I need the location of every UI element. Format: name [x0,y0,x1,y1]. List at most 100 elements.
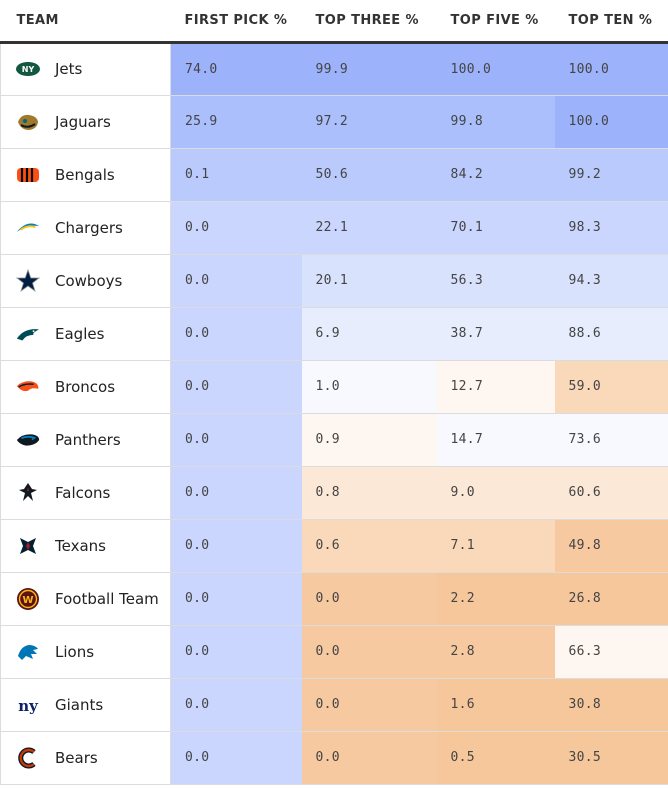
team-cell: Broncos [0,360,171,413]
table-row: Eagles 0.0 6.9 38.7 88.6 [0,307,668,360]
giants-logo-icon: ny [15,694,41,716]
football-team-logo-icon: W [15,587,41,610]
table-row: ny Giants 0.0 0.0 1.6 30.8 [0,678,668,731]
cell-top-three: 97.2 [301,95,437,148]
team-name-texans: Texans [55,536,106,555]
cell-top-five: 38.7 [436,307,555,360]
cell-top-ten: 30.5 [554,731,668,784]
cell-top-five: 84.2 [436,148,555,201]
cell-first-pick: 25.9 [170,95,302,148]
team-name-panthers: Panthers [55,430,121,449]
cell-first-pick: 0.0 [170,201,302,254]
cell-top-ten: 98.3 [554,201,668,254]
cell-first-pick: 0.1 [170,148,302,201]
team-name-football-team: Football Team [55,589,159,608]
cell-top-five: 7.1 [436,519,555,572]
column-header-first-pick[interactable]: FIRST PICK % [170,0,302,44]
cell-top-ten: 30.8 [554,678,668,731]
cell-first-pick: 0.0 [170,254,302,307]
lions-logo-icon [15,641,41,663]
cell-top-three: 0.0 [301,731,437,784]
team-name-broncos: Broncos [55,377,116,396]
cell-top-ten: 99.2 [554,148,668,201]
cell-top-ten: 88.6 [554,307,668,360]
column-header-team[interactable]: TEAM [0,0,171,44]
team-name-lions: Lions [55,642,95,661]
team-name-giants: Giants [55,695,104,714]
cell-top-ten: 100.0 [554,95,668,148]
table-row: Jaguars 25.9 97.2 99.8 100.0 [0,95,668,148]
cell-top-three: 1.0 [301,360,437,413]
column-header-top-ten[interactable]: TOP TEN % [554,0,668,44]
jets-logo-icon: NY [15,58,41,80]
team-cell: Chargers [0,201,171,254]
column-header-top-three[interactable]: TOP THREE % [301,0,437,44]
team-name-jaguars: Jaguars [55,112,111,131]
team-name-chargers: Chargers [55,218,123,237]
cell-first-pick: 0.0 [170,625,302,678]
cell-top-five: 14.7 [436,413,555,466]
table-row: Lions 0.0 0.0 2.8 66.3 [0,625,668,678]
cell-first-pick: 0.0 [170,466,302,519]
cell-top-five: 0.5 [436,731,555,784]
cell-top-ten: 60.6 [554,466,668,519]
cell-top-three: 0.9 [301,413,437,466]
team-name-cowboys: Cowboys [55,271,123,290]
jaguars-logo-icon [15,111,41,133]
team-cell: NY Jets [0,42,171,95]
team-name-falcons: Falcons [55,483,111,502]
table-row: Chargers 0.0 22.1 70.1 98.3 [0,201,668,254]
team-cell: ny Giants [0,678,171,731]
bengals-logo-icon [15,164,41,186]
cell-first-pick: 0.0 [170,519,302,572]
chargers-logo-icon [15,217,41,239]
cell-top-five: 9.0 [436,466,555,519]
cell-top-three: 0.0 [301,678,437,731]
cell-top-ten: 94.3 [554,254,668,307]
cell-top-ten: 49.8 [554,519,668,572]
texans-logo-icon [15,535,41,557]
falcons-logo-icon [15,482,41,504]
cell-top-three: 22.1 [301,201,437,254]
cell-top-five: 56.3 [436,254,555,307]
team-cell: Eagles [0,307,171,360]
team-cell: W Football Team [0,572,171,625]
table-row: W Football Team 0.0 0.0 2.2 26.8 [0,572,668,625]
team-cell: Lions [0,625,171,678]
table-row: Falcons 0.0 0.8 9.0 60.6 [0,466,668,519]
table-row: NY Jets 74.0 99.9 100.0 100.0 [0,42,668,95]
cell-top-ten: 26.8 [554,572,668,625]
team-name-eagles: Eagles [55,324,105,343]
team-cell: Bears [0,731,171,784]
cell-first-pick: 0.0 [170,307,302,360]
svg-text:NY: NY [22,65,35,74]
table-row: Cowboys 0.0 20.1 56.3 94.3 [0,254,668,307]
panthers-logo-icon [15,429,41,451]
cell-top-three: 99.9 [301,42,437,95]
cell-top-three: 0.8 [301,466,437,519]
cell-top-ten: 59.0 [554,360,668,413]
cell-top-three: 0.0 [301,572,437,625]
table-body: NY Jets 74.0 99.9 100.0 100.0 Jaguars 25.9 97.2 9… [0,42,668,784]
broncos-logo-icon [15,376,41,398]
team-cell: Texans [0,519,171,572]
cell-top-five: 2.2 [436,572,555,625]
cell-top-five: 2.8 [436,625,555,678]
header-row: TEAM FIRST PICK % TOP THREE % TOP FIVE %… [0,0,668,44]
cell-top-ten: 66.3 [554,625,668,678]
cell-top-five: 12.7 [436,360,555,413]
cell-first-pick: 0.0 [170,572,302,625]
column-header-top-five[interactable]: TOP FIVE % [436,0,555,44]
cell-top-five: 99.8 [436,95,555,148]
team-cell: Falcons [0,466,171,519]
cell-top-five: 1.6 [436,678,555,731]
table-row: Broncos 0.0 1.0 12.7 59.0 [0,360,668,413]
cowboys-logo-icon [15,268,41,292]
cell-top-three: 50.6 [301,148,437,201]
svg-text:W: W [22,595,33,606]
cell-top-ten: 73.6 [554,413,668,466]
cell-top-three: 0.0 [301,625,437,678]
svg-text:ny: ny [18,697,39,715]
cell-first-pick: 0.0 [170,731,302,784]
